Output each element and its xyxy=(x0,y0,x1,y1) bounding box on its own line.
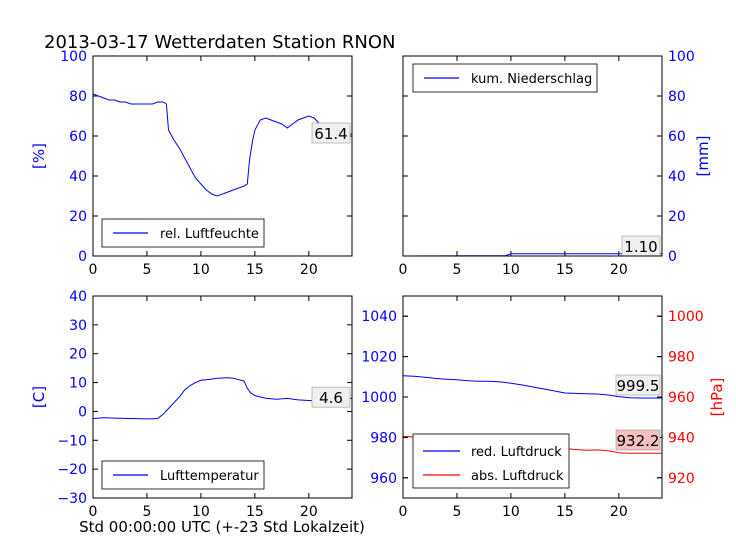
x-tick-label: 15 xyxy=(246,262,264,278)
series-line-red-luftdruck xyxy=(403,375,662,399)
y-tick-label: 1000 xyxy=(361,390,397,406)
series-line xyxy=(93,93,352,197)
y-tick-label: 980 xyxy=(668,350,695,366)
legend-box xyxy=(412,433,570,489)
legend-entry: abs. Luftdruck xyxy=(471,469,564,484)
y-tick-label: 40 xyxy=(668,169,686,185)
y-axis-label: [hPa] xyxy=(708,378,726,417)
y-axis-label: [mm] xyxy=(694,136,712,177)
x-tick-label: 5 xyxy=(452,262,461,278)
chart-panel-pressure: 0 5 10 15 20 960 980 1000 1020 1040 920 940 960 980 10… xyxy=(361,295,726,520)
y-tick-label: 940 xyxy=(668,430,695,446)
y-tick-label: 920 xyxy=(668,471,695,487)
y-tick-label: 1040 xyxy=(361,309,397,325)
y-tick-label: 100 xyxy=(60,49,87,65)
legend-entry: Lufttemperatur xyxy=(160,469,259,484)
chart-panel-temperature: 0 5 10 15 20 −30 −20 −10 0 10 20 30 40 [C] 4.6 Lufttemp… xyxy=(30,289,353,520)
x-tick-label: 5 xyxy=(452,504,461,520)
y-tick-label: −10 xyxy=(57,433,87,449)
x-tick-label: 0 xyxy=(399,504,408,520)
x-tick-label: 20 xyxy=(300,262,318,278)
value-label: 932.2 xyxy=(617,432,660,450)
y-tick-label: 20 xyxy=(69,347,87,363)
legend-entry: kum. Niederschlag xyxy=(471,72,592,87)
legend-entry: red. Luftdruck xyxy=(471,445,562,460)
chart-panel-precipitation: 0 5 10 15 20 0 20 40 60 80 100 [mm] 1.10 kum. Nieders… xyxy=(399,49,712,278)
y-tick-label: 1020 xyxy=(361,350,397,366)
x-tick-label: 20 xyxy=(610,504,628,520)
x-tick-label: 15 xyxy=(246,504,264,520)
x-tick-label: 15 xyxy=(556,262,574,278)
y-tick-label: 100 xyxy=(668,49,695,65)
y-tick-label: 0 xyxy=(78,249,87,265)
y-tick-label: 20 xyxy=(69,209,87,225)
value-label: 999.5 xyxy=(617,377,660,395)
y-tick-label: 60 xyxy=(668,129,686,145)
value-label: 1.10 xyxy=(624,238,657,256)
axes-frame xyxy=(92,295,353,499)
value-box xyxy=(615,429,661,451)
axes-frame xyxy=(92,55,353,257)
x-tick-label: 10 xyxy=(192,504,210,520)
y-tick-label: 40 xyxy=(69,289,87,305)
y-tick-label: 80 xyxy=(69,89,87,105)
y-tick-label: 40 xyxy=(69,169,87,185)
y-tick-label: 0 xyxy=(78,404,87,420)
x-tick-label: 0 xyxy=(89,504,98,520)
x-tick-label: 0 xyxy=(89,262,98,278)
y-tick-label: 20 xyxy=(668,209,686,225)
axes-frame xyxy=(402,295,663,499)
y-tick-label: 960 xyxy=(370,471,397,487)
figure-title: 2013-03-17 Wetterdaten Station RNON xyxy=(44,32,395,53)
legend: Lufttemperatur xyxy=(101,460,265,490)
x-tick-label: 10 xyxy=(192,262,210,278)
value-box xyxy=(311,122,351,144)
y-tick-label: 960 xyxy=(668,390,695,406)
value-label: 4.6 xyxy=(319,389,343,407)
y-tick-label: 60 xyxy=(69,129,87,145)
y-tick-label: 980 xyxy=(370,430,397,446)
legend: rel. Luftfeuchte xyxy=(101,218,265,248)
chart-panel-humidity: 0 5 10 15 20 0 20 40 60 80 100 [%] 61.4 rel. Luftfeuc… xyxy=(30,49,353,278)
value-box xyxy=(311,386,351,408)
legend: kum. Niederschlag xyxy=(412,63,598,93)
x-tick-label: 20 xyxy=(300,504,318,520)
axes-frame xyxy=(402,55,663,257)
legend-entry: rel. Luftfeuchte xyxy=(160,227,259,242)
x-tick-label: 10 xyxy=(502,504,520,520)
x-tick-label: 10 xyxy=(502,262,520,278)
y-tick-label: 1000 xyxy=(668,309,704,325)
series-line xyxy=(93,377,352,420)
x-tick-label: 15 xyxy=(556,504,574,520)
y-tick-label: 30 xyxy=(69,318,87,334)
x-tick-label: 5 xyxy=(142,504,151,520)
x-tick-label: 5 xyxy=(142,262,151,278)
y-tick-label: −20 xyxy=(57,462,87,478)
y-tick-label: 10 xyxy=(69,376,87,392)
x-tick-label: 20 xyxy=(610,262,628,278)
y-tick-label: −30 xyxy=(57,491,87,507)
y-tick-label: 0 xyxy=(668,249,677,265)
y-axis-label: [%] xyxy=(30,143,48,169)
legend: red. Luftdruck abs. Luftdruck xyxy=(412,433,570,489)
value-box xyxy=(615,374,661,396)
y-axis-label: [C] xyxy=(30,386,48,408)
value-label: 61.4 xyxy=(314,125,347,143)
x-axis-label: Std 00:00:00 UTC (+-23 Std Lokalzeit) xyxy=(79,518,365,536)
y-tick-label: 80 xyxy=(668,89,686,105)
x-tick-label: 0 xyxy=(399,262,408,278)
